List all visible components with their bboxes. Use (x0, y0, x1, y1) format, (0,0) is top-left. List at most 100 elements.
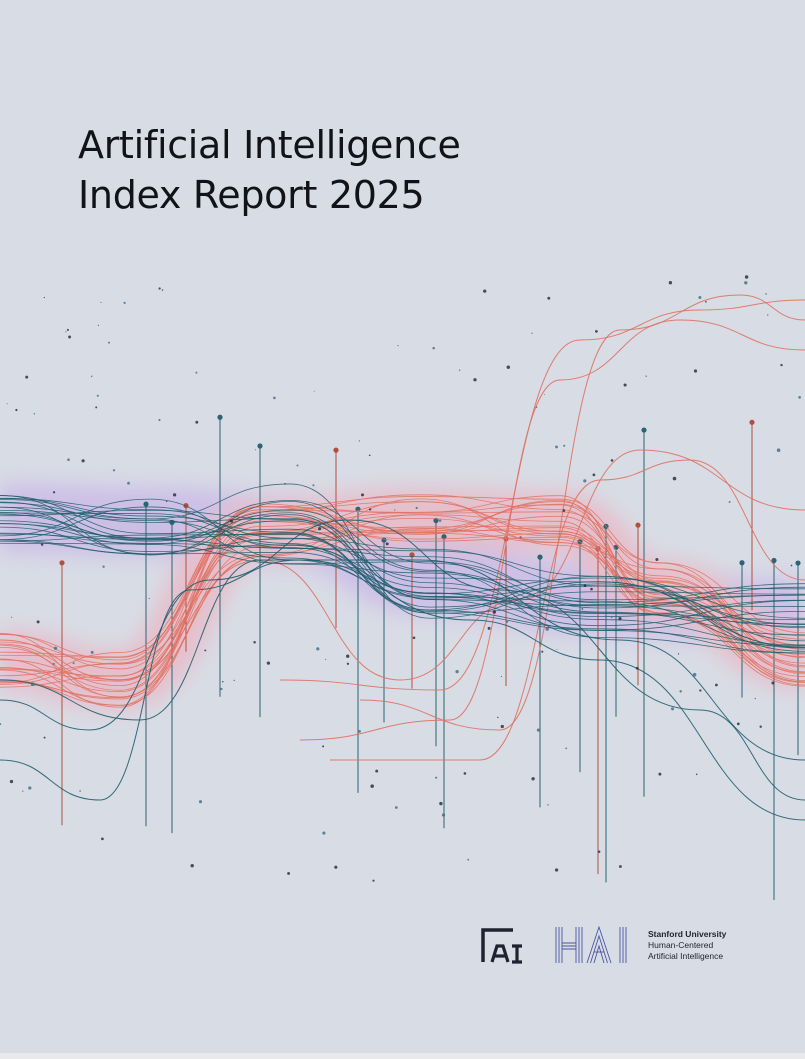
speck (346, 662, 350, 665)
speck (15, 408, 18, 412)
speck (597, 850, 601, 853)
speck (467, 858, 470, 861)
cover-artwork (0, 275, 805, 900)
page-bottom-edge (0, 1053, 805, 1059)
speck (158, 418, 161, 422)
speck (441, 813, 446, 817)
teal-strand (0, 502, 805, 647)
speck (358, 730, 361, 733)
stem-dot (641, 427, 647, 433)
speck (618, 865, 622, 868)
speck (204, 649, 207, 652)
speck (592, 473, 596, 477)
speck (545, 627, 549, 631)
speck (776, 448, 781, 452)
speck (368, 508, 372, 511)
stem-dot (441, 534, 447, 540)
title-line-1: Artificial Intelligence (78, 123, 461, 167)
stem-dot (433, 517, 439, 524)
teal-strand (0, 512, 805, 631)
report-title: Artificial Intelligence Index Report 202… (78, 120, 461, 220)
speck (744, 281, 748, 285)
speck (358, 440, 361, 442)
teal-strand (0, 509, 805, 654)
speck (699, 689, 702, 692)
coral-strand (0, 499, 805, 677)
coral-strand (0, 515, 805, 688)
speck (127, 481, 130, 485)
speck (611, 617, 613, 619)
coral-strand (0, 514, 805, 693)
speck (455, 669, 459, 674)
speck (438, 519, 442, 522)
speck (65, 331, 67, 333)
speck (68, 335, 72, 339)
coral-strand (0, 517, 805, 682)
speck (36, 620, 40, 624)
speck (107, 341, 111, 344)
speck (754, 697, 756, 700)
teal-strand (0, 512, 805, 642)
speck (161, 289, 164, 291)
coral-strand (0, 503, 805, 668)
speck (222, 681, 224, 683)
speck (25, 375, 29, 379)
speck (506, 365, 511, 369)
speck (590, 587, 593, 591)
coral-strand (0, 494, 805, 687)
speck (766, 314, 769, 316)
speck (645, 375, 647, 377)
speck (655, 557, 659, 562)
speck (11, 616, 13, 618)
hai-wordmark (555, 926, 627, 964)
speck (458, 369, 461, 371)
speck (287, 871, 291, 875)
speck (415, 506, 418, 510)
coral-strand (279, 299, 805, 691)
speck (22, 790, 24, 792)
speck (780, 363, 783, 367)
speck (67, 458, 70, 461)
teal-strand (0, 509, 805, 646)
stem-dot (795, 560, 801, 566)
teal-strand (0, 533, 805, 652)
speck (296, 464, 299, 467)
speck (668, 281, 673, 285)
stem-dot (749, 419, 755, 425)
speck (112, 469, 116, 472)
speck (581, 608, 584, 610)
dots (0, 275, 801, 882)
speck (705, 300, 707, 303)
teal-strand (0, 522, 805, 601)
speck (40, 543, 44, 546)
speck (556, 648, 558, 650)
speck (487, 626, 491, 630)
speck (360, 493, 365, 497)
speck (698, 296, 702, 299)
speck (166, 500, 168, 503)
speck (28, 786, 32, 790)
speck (519, 536, 522, 539)
stem-dot (771, 557, 777, 564)
speck (679, 690, 682, 693)
stem-dot (59, 560, 65, 566)
speck (563, 444, 566, 447)
hai-text-block: Stanford University Human-Centered Artif… (648, 929, 726, 962)
speck (375, 769, 379, 773)
speck (692, 672, 697, 677)
stem-dot (333, 447, 339, 453)
coral-strand (299, 319, 805, 741)
speck (95, 406, 98, 409)
hai-line-2: Human-Centered (648, 939, 714, 950)
title-line-2: Index Report 2025 (78, 173, 425, 217)
speck (123, 301, 126, 305)
speck (322, 831, 326, 835)
speck (190, 864, 194, 868)
coral-strand (0, 501, 805, 685)
speck (473, 378, 477, 382)
coral-strand (0, 501, 805, 698)
speck (198, 800, 203, 804)
speck (543, 394, 545, 396)
speck (535, 406, 538, 409)
